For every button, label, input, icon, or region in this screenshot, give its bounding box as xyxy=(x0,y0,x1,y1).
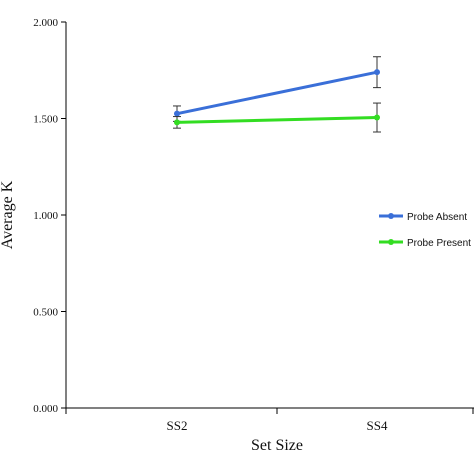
y-tick-label: 0.000 xyxy=(33,403,58,415)
legend-marker xyxy=(388,213,394,219)
series-line xyxy=(176,70,378,116)
series-layer xyxy=(173,56,381,133)
y-axis-ticks: 0.000 0.500 1.000 1.500 2.000 xyxy=(33,17,66,415)
y-tick-label: 1.500 xyxy=(33,114,58,126)
x-category-label: SS2 xyxy=(167,418,188,433)
legend-label: Probe Present xyxy=(407,238,471,249)
y-axis-title: Average K xyxy=(0,180,16,249)
y-tick-label: 2.000 xyxy=(33,17,58,29)
legend-label: Probe Absent xyxy=(407,212,467,223)
y-tick-label: 1.000 xyxy=(33,210,58,222)
x-axis-ticks: SS2 SS4 xyxy=(65,408,474,433)
series-probe-present xyxy=(173,102,381,133)
data-point xyxy=(174,119,180,126)
legend-marker xyxy=(388,239,394,245)
x-axis-title: Set Size xyxy=(251,437,303,454)
legend: Probe Absent Probe Present xyxy=(379,212,471,249)
data-point xyxy=(374,114,380,121)
x-category-label: SS4 xyxy=(367,418,388,433)
data-point xyxy=(174,110,180,117)
data-point xyxy=(374,69,380,76)
series-probe-absent xyxy=(173,56,381,122)
series-line xyxy=(176,116,378,124)
y-tick-label: 0.500 xyxy=(33,307,58,319)
